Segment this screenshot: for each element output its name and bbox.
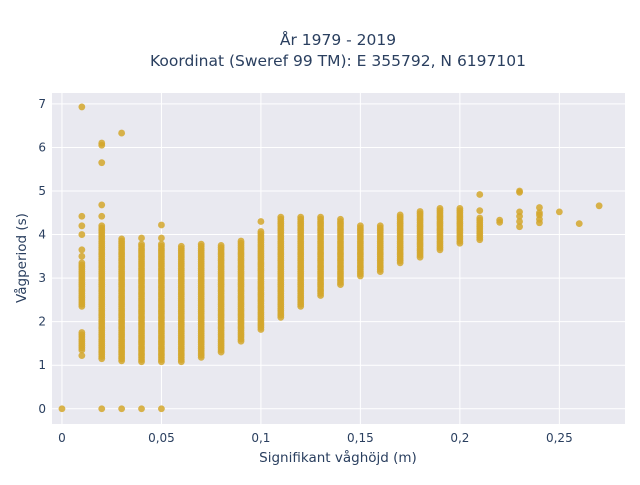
data-point <box>476 207 484 214</box>
data-point <box>595 202 603 210</box>
y-axis-label: Vågperiod (s) <box>13 213 30 303</box>
x-axis-label: Signifikant våghöjd (m) <box>259 449 417 466</box>
data-point <box>138 405 145 413</box>
data-point <box>78 252 86 260</box>
chart-title-line2: Koordinat (Sweref 99 TM): E 355792, N 61… <box>150 52 526 70</box>
data-point <box>555 208 563 216</box>
y-tick-label: 6 <box>38 140 46 154</box>
data-point <box>217 242 225 249</box>
data-point <box>416 208 424 215</box>
data-point <box>158 234 165 242</box>
data-point <box>297 213 305 221</box>
data-point <box>78 231 86 238</box>
data-points <box>58 103 603 413</box>
y-tick-label: 1 <box>38 358 46 372</box>
y-tick-label: 3 <box>38 271 46 285</box>
x-tick-label: 0,2 <box>450 431 469 445</box>
data-point <box>98 405 106 413</box>
x-tick-label: 0 <box>58 431 66 445</box>
y-tick-label: 0 <box>38 402 46 416</box>
x-tick-label: 0,15 <box>347 431 374 445</box>
data-point <box>98 222 106 230</box>
data-point <box>78 212 86 220</box>
data-point <box>98 159 106 167</box>
data-point <box>356 222 364 230</box>
data-point <box>516 223 523 231</box>
data-point <box>98 139 106 147</box>
data-point <box>78 352 86 360</box>
data-point <box>317 213 324 221</box>
data-point <box>476 191 484 198</box>
y-tick-label: 5 <box>38 184 46 198</box>
y-tick-label: 7 <box>38 97 46 111</box>
data-point <box>78 259 86 267</box>
data-point <box>337 215 344 223</box>
data-point <box>575 220 583 228</box>
x-tick-label: 0,05 <box>148 431 175 445</box>
data-point <box>158 221 165 229</box>
data-point <box>118 405 126 413</box>
data-point <box>396 211 404 219</box>
data-point <box>456 205 464 212</box>
data-point <box>237 237 245 245</box>
tick-labels: 0 0,05 0,1 0,15 0,2 0,25 0 1 2 3 4 5 6 7 <box>38 97 572 445</box>
data-point <box>78 246 86 254</box>
data-point <box>257 228 265 235</box>
y-tick-label: 4 <box>38 228 46 242</box>
data-point <box>376 222 384 230</box>
data-point <box>277 213 285 221</box>
data-point <box>158 240 165 248</box>
data-point <box>98 212 106 220</box>
data-point <box>197 240 205 248</box>
data-point <box>98 201 106 209</box>
data-point <box>118 129 126 137</box>
data-point <box>78 329 86 336</box>
x-tick-label: 0,25 <box>546 431 573 445</box>
x-tick-label: 0,1 <box>251 431 270 445</box>
data-point <box>78 103 86 111</box>
data-point <box>257 218 265 225</box>
data-point <box>536 204 543 211</box>
data-point <box>516 218 523 225</box>
chart-title-line1: År 1979 - 2019 <box>280 30 396 49</box>
data-point <box>177 242 185 250</box>
data-point <box>516 208 523 216</box>
data-point <box>158 405 165 413</box>
data-point <box>436 205 444 212</box>
data-point <box>78 222 86 230</box>
data-point <box>58 405 66 413</box>
data-point <box>496 216 504 224</box>
data-point <box>536 209 543 217</box>
data-point <box>476 214 484 222</box>
data-point <box>138 234 145 242</box>
data-point <box>138 240 145 248</box>
y-tick-label: 2 <box>38 315 46 329</box>
data-point <box>118 235 126 243</box>
data-point <box>516 187 523 195</box>
